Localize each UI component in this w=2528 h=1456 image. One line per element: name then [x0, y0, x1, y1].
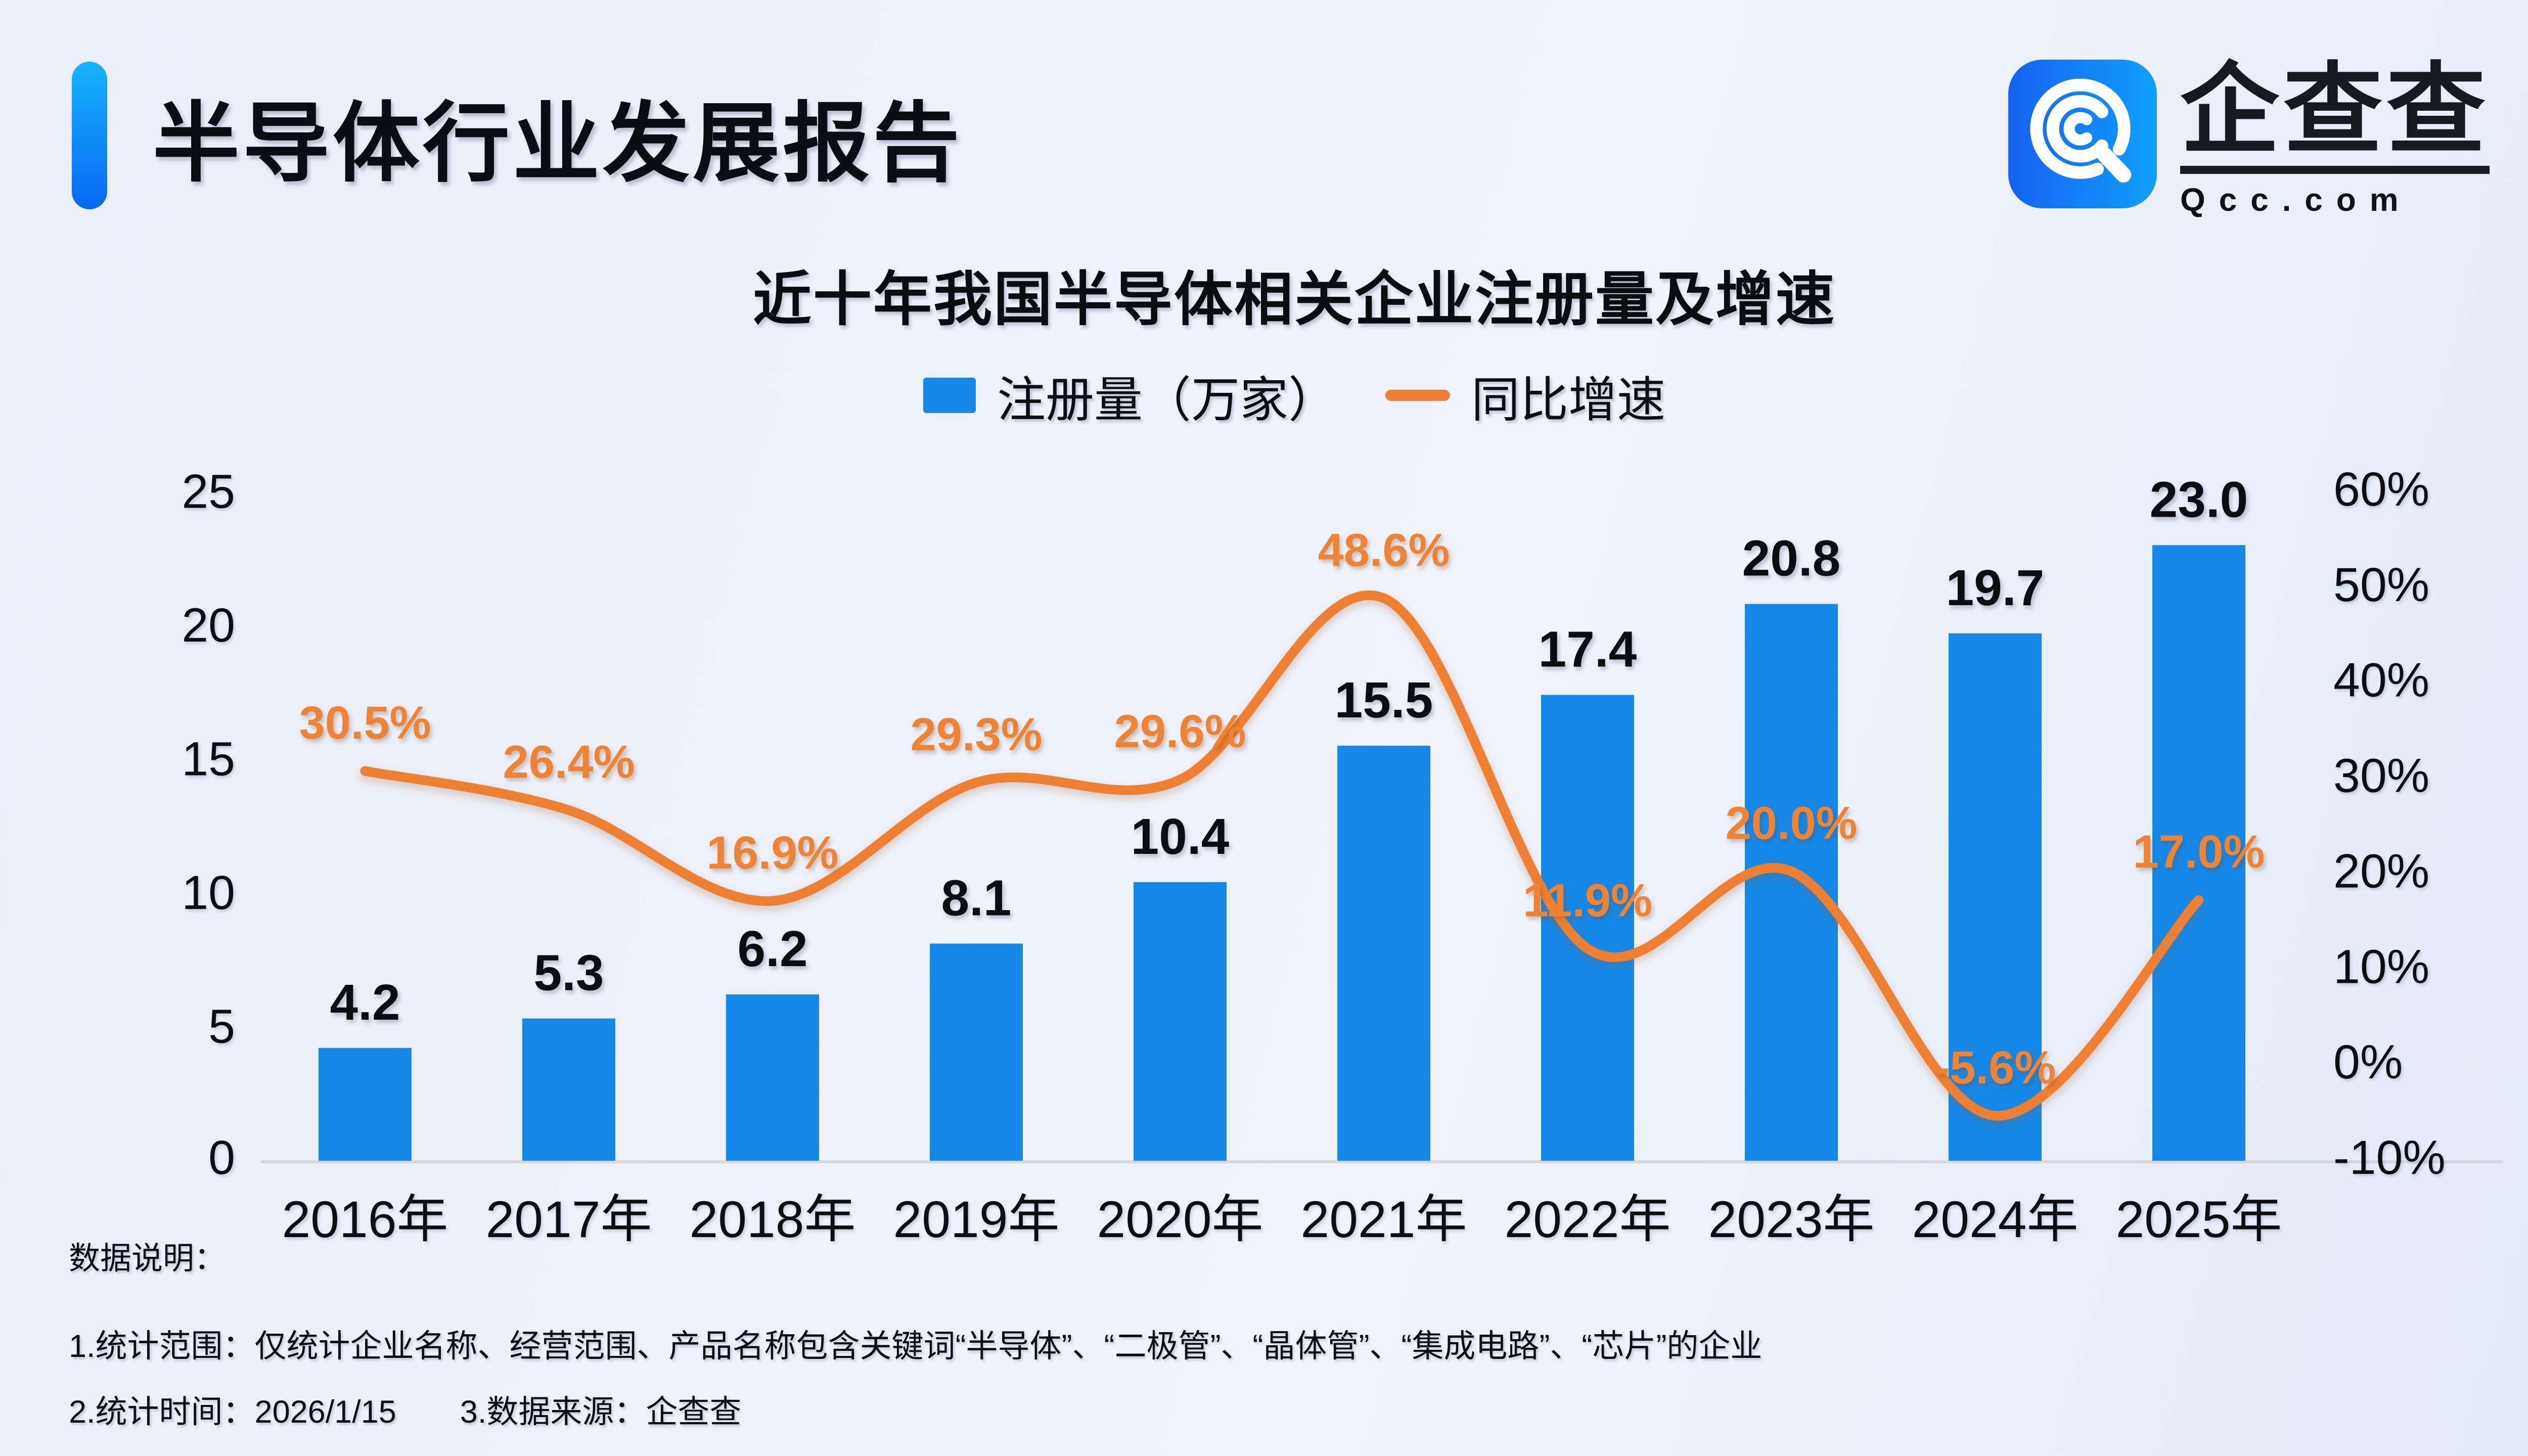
- bar-value-label-2019年: 8.1: [941, 870, 1011, 927]
- bar-2022年: [1541, 695, 1634, 1161]
- title-accent-bar: [72, 62, 107, 209]
- notes-line1: 1.统计范围：仅统计企业名称、经营范围、产品名称包含关键词“半导体”、“二极管”…: [69, 1329, 1763, 1364]
- logo-name: 企查查: [2180, 60, 2490, 174]
- x-axis-label-2021年: 2021年: [1301, 1191, 1467, 1248]
- x-axis-line: [260, 1160, 2503, 1163]
- left-axis-tick-15: 15: [182, 733, 235, 786]
- notes-line2: 2.统计时间：2026/1/15 3.数据来源：企查查: [69, 1394, 742, 1430]
- left-axis-tick-25: 25: [182, 465, 235, 519]
- legend-item-line: 同比增速: [1385, 360, 1665, 431]
- growth-value-label-2023年: 20.0%: [1726, 797, 1858, 849]
- bar-2024年: [1949, 633, 2042, 1161]
- left-axis-tick-5: 5: [208, 1000, 235, 1054]
- right-axis-tick-60%: 60%: [2333, 463, 2429, 516]
- qcc-logo: 企查查 Qcc.com: [2008, 60, 2490, 218]
- right-axis-tick--10%: -10%: [2333, 1131, 2446, 1185]
- bar-value-label-2025年: 23.0: [2150, 471, 2248, 528]
- bar-value-label-2023年: 20.8: [1742, 530, 1841, 587]
- right-axis-tick-40%: 40%: [2333, 654, 2429, 707]
- growth-value-label-2022年: 11.9%: [1523, 875, 1652, 926]
- left-axis-tick-0: 0: [208, 1131, 235, 1185]
- line-series-swatch-icon: [1385, 390, 1450, 401]
- bar-2019年: [930, 943, 1023, 1161]
- growth-value-label-2025年: 17.0%: [2133, 826, 2265, 878]
- bar-2023年: [1745, 604, 1838, 1161]
- bar-2017年: [522, 1018, 615, 1161]
- logo-wordmark: 企查查 Qcc.com: [2180, 60, 2490, 218]
- growth-value-label-2021年: 48.6%: [1318, 524, 1450, 576]
- bar-value-label-2021年: 15.5: [1335, 672, 1433, 729]
- right-axis-tick-20%: 20%: [2333, 844, 2429, 898]
- bar-value-label-2016年: 4.2: [330, 974, 400, 1031]
- bar-value-label-2020年: 10.4: [1131, 808, 1230, 865]
- x-axis-label-2020年: 2020年: [1097, 1191, 1263, 1248]
- bar-2021年: [1337, 746, 1430, 1161]
- bar-series-swatch-icon: [923, 378, 976, 413]
- growth-value-label-2019年: 29.3%: [911, 709, 1043, 760]
- x-axis-label-2025年: 2025年: [2116, 1191, 2282, 1248]
- right-axis-tick-30%: 30%: [2333, 749, 2429, 803]
- bar-value-label-2022年: 17.4: [1539, 621, 1637, 678]
- x-axis-label-2023年: 2023年: [1708, 1191, 1875, 1248]
- line-series-label: 同比增速: [1471, 373, 1665, 427]
- right-axis-tick-10%: 10%: [2333, 940, 2429, 993]
- growth-value-label-2016年: 30.5%: [299, 697, 431, 749]
- logo-domain: Qcc.com: [2180, 181, 2412, 218]
- bar-2020年: [1134, 882, 1227, 1161]
- x-axis-label-2019年: 2019年: [893, 1191, 1060, 1248]
- chart-legend: 注册量（万家） 同比增速: [0, 365, 2528, 427]
- qcc-logo-icon: [2008, 60, 2157, 208]
- x-axis-label-2017年: 2017年: [486, 1191, 652, 1248]
- page-title: 半导体行业发展报告: [153, 95, 963, 192]
- chart-title: 近十年我国半导体相关企业注册量及增速: [753, 266, 1836, 332]
- left-axis-tick-20: 20: [182, 599, 235, 652]
- x-axis-label-2024年: 2024年: [1912, 1191, 2079, 1248]
- growth-value-label-2020年: 29.6%: [1114, 706, 1246, 757]
- notes-heading: 数据说明：: [69, 1241, 226, 1276]
- bar-value-label-2017年: 5.3: [533, 945, 604, 1002]
- x-axis-label-2018年: 2018年: [690, 1191, 856, 1248]
- right-axis-tick-50%: 50%: [2333, 558, 2429, 612]
- growth-value-label-2017年: 26.4%: [503, 737, 635, 788]
- left-axis-tick-10: 10: [182, 866, 235, 920]
- right-axis-tick-0%: 0%: [2333, 1035, 2403, 1089]
- bar-2025年: [2152, 545, 2245, 1161]
- bar-2016年: [319, 1048, 412, 1161]
- growth-value-label-2018年: 16.9%: [707, 827, 839, 879]
- growth-rate-line: [360, 590, 2204, 1121]
- bar-value-label-2018年: 6.2: [737, 921, 807, 977]
- x-axis-label-2022年: 2022年: [1505, 1191, 1671, 1248]
- bar-2018年: [726, 994, 819, 1161]
- bar-series-label: 注册量（万家）: [997, 373, 1337, 427]
- bar-value-label-2024年: 19.7: [1946, 560, 2045, 616]
- legend-item-bar: 注册量（万家）: [923, 360, 1337, 431]
- x-axis-label-2016年: 2016年: [282, 1191, 448, 1248]
- growth-value-label-2024年: -5.6%: [1934, 1042, 2056, 1094]
